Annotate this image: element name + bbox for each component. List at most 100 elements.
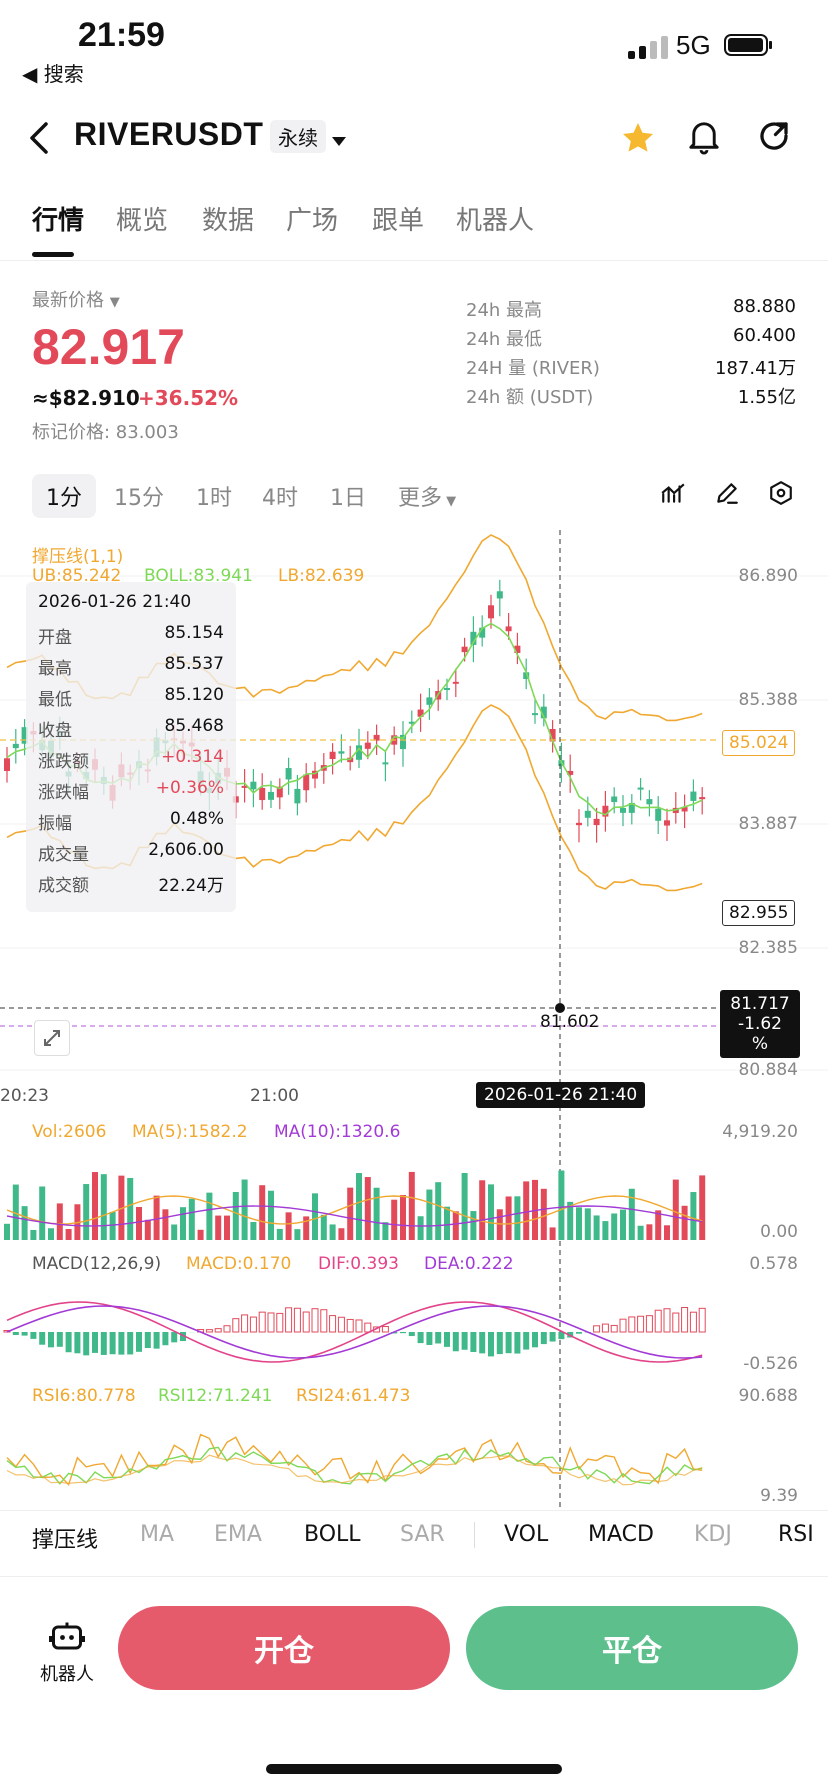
volume-bar (461, 1173, 468, 1240)
stat-label: 24H 量 (RIVER) (466, 358, 600, 379)
tab-data[interactable]: 数据 (202, 206, 255, 236)
bell-icon[interactable] (686, 118, 722, 160)
macd-bar (601, 1323, 609, 1333)
candle-body (241, 785, 248, 788)
vol-ma5-line (6, 1195, 703, 1225)
timeframe-4h[interactable]: 4时 (262, 486, 298, 511)
indicator-ema[interactable]: EMA (214, 1522, 262, 1547)
macd-bar (400, 1332, 406, 1334)
candle-body (373, 734, 380, 741)
macd-bar (488, 1332, 494, 1357)
stat-value: 60.400 (733, 325, 796, 346)
rsi6-label: RSI6:80.778 (32, 1386, 136, 1406)
timeframe-1h[interactable]: 1时 (196, 486, 232, 511)
tab-bot[interactable]: 机器人 (456, 206, 535, 236)
contract-type-badge[interactable]: 永续 (270, 120, 326, 153)
volume-bar (356, 1173, 362, 1240)
volume-bar (259, 1185, 266, 1240)
tab-market[interactable]: 行情 (32, 206, 85, 236)
tab-overview[interactable]: 概览 (116, 206, 169, 236)
macd-bar (593, 1325, 601, 1333)
star-icon[interactable] (620, 120, 656, 160)
indicator-ma[interactable]: MA (140, 1522, 175, 1547)
macd-bar (180, 1332, 186, 1342)
candle-body (461, 646, 468, 653)
candle-body (444, 687, 450, 690)
timeframe-more[interactable]: 更多 ▼ (398, 486, 457, 511)
y-axis-label: 86.890 (738, 566, 798, 586)
volume-bar (100, 1174, 107, 1240)
rsi-top-label: 90.688 (738, 1386, 798, 1406)
macd-bar (496, 1332, 503, 1355)
volume-bar (444, 1206, 450, 1240)
crosshair-time-tag: 2026-01-26 21:40 (476, 1082, 646, 1108)
macd-bar (100, 1332, 107, 1355)
macd-bar (681, 1306, 689, 1333)
tooltip-key: 最低 (38, 690, 72, 710)
macd-top-label: 0.578 (749, 1254, 798, 1274)
macd-bar (654, 1309, 662, 1333)
macd-bar (136, 1332, 142, 1352)
macd-bar (532, 1332, 538, 1348)
expand-icon[interactable] (34, 1020, 70, 1056)
tooltip-key: 开盘 (38, 628, 72, 648)
indicator-boll[interactable]: BOLL (304, 1522, 361, 1547)
back-arrow-icon[interactable] (28, 122, 50, 158)
tooltip-value: 2,606.00 (148, 840, 224, 860)
draw-pen-icon[interactable] (714, 480, 740, 510)
low-price-marker: 81.602 (540, 1012, 600, 1032)
timeframe-1m[interactable]: 1分 (32, 474, 96, 518)
volume-bar (232, 1191, 239, 1240)
candle-body (250, 781, 257, 790)
indicator-support-resistance[interactable]: 撑压线 (32, 1528, 99, 1553)
divider (0, 1576, 828, 1577)
indicator-macd[interactable]: MACD (588, 1522, 654, 1547)
tab-square[interactable]: 广场 (286, 206, 339, 236)
indicator-sar[interactable]: SAR (400, 1522, 445, 1547)
candle-body (382, 762, 389, 765)
volume-bar (241, 1179, 248, 1240)
candle-body (417, 709, 424, 717)
share-icon[interactable] (756, 118, 792, 158)
volume-bar (180, 1207, 186, 1240)
macd-bar (470, 1332, 477, 1352)
back-to-search-link[interactable]: ◀ 搜索 (22, 62, 84, 86)
stat-value: 1.55亿 (737, 387, 796, 408)
macd-bar (426, 1332, 433, 1345)
volume-bar (4, 1223, 10, 1240)
macd-bar (30, 1332, 37, 1339)
timeframe-1d[interactable]: 1日 (330, 486, 366, 511)
macd-bar (540, 1332, 547, 1345)
boll-ub-label: UB:85.242 (32, 566, 122, 586)
indicator-vol[interactable]: VOL (504, 1522, 549, 1547)
settings-hexagon-icon[interactable] (768, 480, 794, 510)
candle-body (21, 727, 28, 744)
candle-body (408, 721, 415, 724)
candle-body (514, 645, 521, 654)
latest-price-label[interactable]: 最新价格 ▼ (32, 290, 120, 311)
volume-bar (400, 1195, 406, 1240)
chevron-down-icon[interactable] (332, 132, 346, 151)
macd-bar (65, 1332, 72, 1353)
close-position-button[interactable]: 平仓 (466, 1606, 798, 1690)
candle-body (620, 808, 626, 813)
timeframe-15m[interactable]: 15分 (114, 486, 164, 511)
volume-bar (567, 1201, 574, 1240)
candle-body (532, 713, 538, 716)
macd-bar (452, 1332, 459, 1352)
indicator-chart-icon[interactable] (660, 480, 686, 510)
candle-body (356, 745, 362, 760)
indicator-rsi[interactable]: RSI (778, 1522, 814, 1547)
tooltip-time: 2026-01-26 21:40 (38, 592, 192, 612)
robot-button[interactable]: 机器人 (30, 1618, 104, 1686)
tooltip-key: 涨跌幅 (38, 783, 89, 803)
candle-body (303, 774, 310, 791)
macd-bar (576, 1332, 582, 1334)
volume-bar (144, 1219, 151, 1240)
candlestick-chart[interactable] (0, 530, 828, 1530)
stat-label: 24h 最低 (466, 329, 543, 350)
open-position-button[interactable]: 开仓 (118, 1606, 450, 1690)
volume-bar (611, 1213, 618, 1240)
tab-copy-trade[interactable]: 跟单 (372, 206, 425, 236)
indicator-kdj[interactable]: KDJ (694, 1522, 732, 1547)
